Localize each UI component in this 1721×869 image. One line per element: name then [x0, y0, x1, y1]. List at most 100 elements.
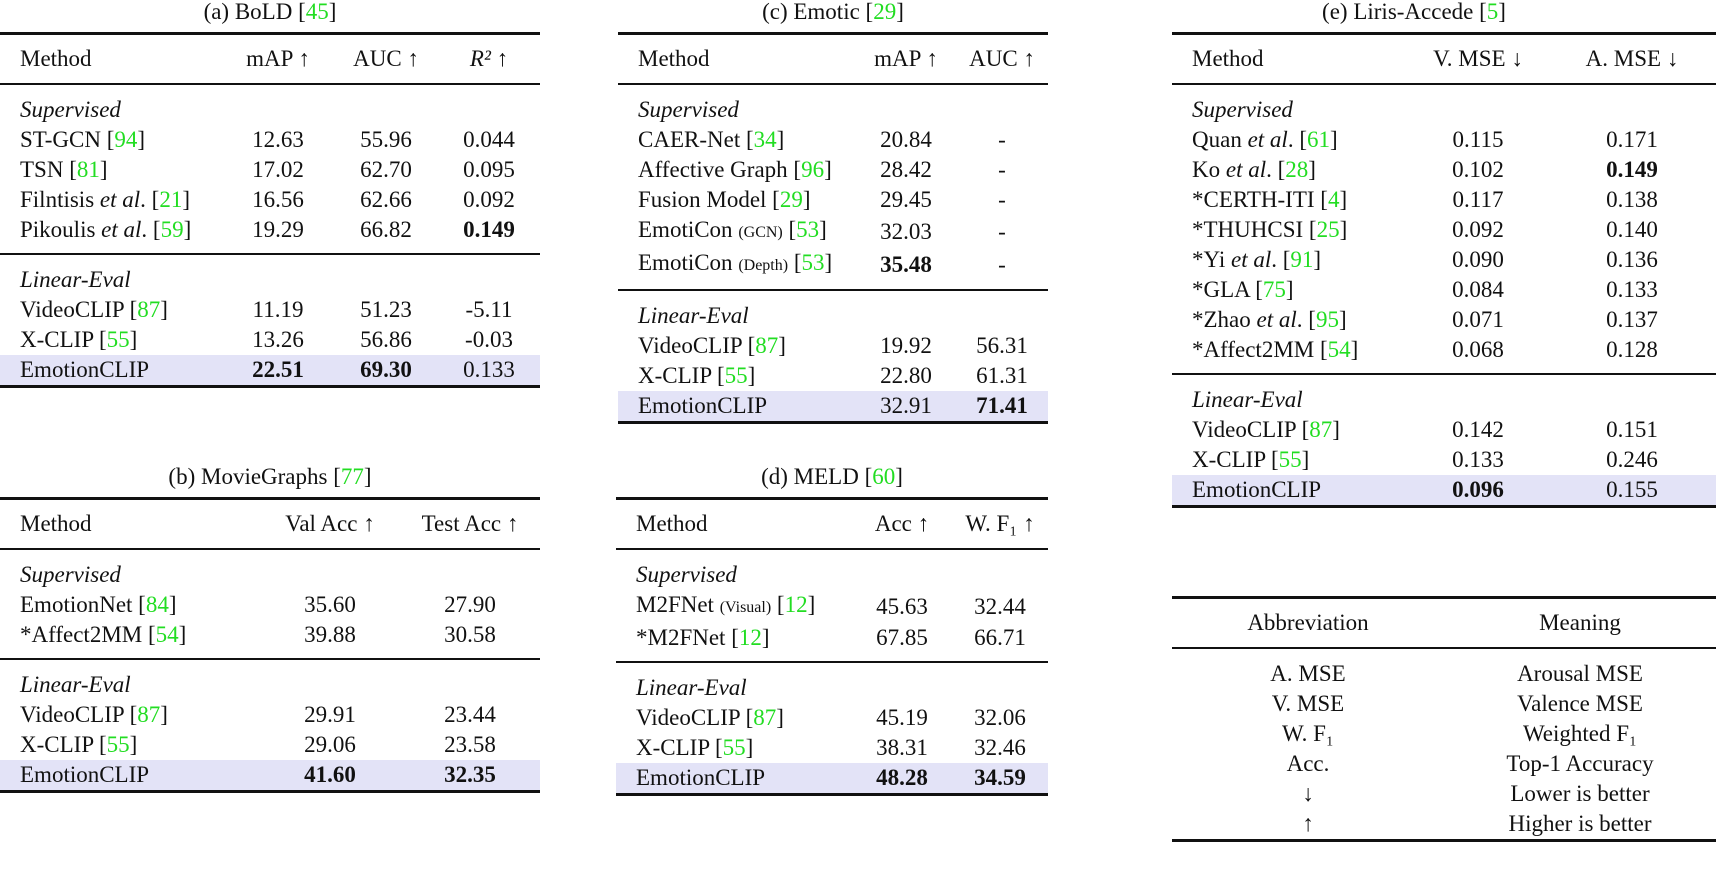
- citation-link[interactable]: 5: [1486, 0, 1499, 24]
- column-header: Acc ↑: [874, 511, 930, 536]
- citation-link[interactable]: 87: [137, 297, 161, 322]
- table-caption: (b) MovieGraphs [77]: [168, 464, 372, 489]
- column-header: Method: [638, 46, 710, 71]
- best-value: 35.48: [880, 251, 932, 277]
- column-header: W. F₁ ↑: [965, 511, 1035, 536]
- citation-link[interactable]: 29: [779, 187, 803, 212]
- down-arrow-icon: ↓: [1302, 781, 1314, 806]
- table-liris-accede: (e) Liris-Accede [5] Method V. MSE ↓ A. …: [1172, 0, 1716, 508]
- highlighted-row: EmotionCLIP 22.51 69.30 0.133: [0, 355, 540, 387]
- column-header: Method: [636, 511, 708, 536]
- section-label: Supervised: [20, 97, 121, 122]
- table-row: VideoCLIP [87] 11.19 51.23 -5.11: [20, 297, 513, 322]
- best-value: 0.149: [1606, 157, 1658, 182]
- citation-link[interactable]: 60: [872, 464, 896, 489]
- column-header: AUC ↑: [353, 46, 419, 71]
- highlighted-row: EmotionCLIP 48.28 34.59: [616, 763, 1048, 795]
- section-label: Linear-Eval: [636, 675, 747, 700]
- citation-link[interactable]: 53: [796, 217, 820, 242]
- citation-link[interactable]: 45: [305, 0, 329, 24]
- citation-link[interactable]: 91: [1290, 247, 1314, 272]
- table-row: *Affect2MM [54] 0.068 0.128: [1192, 337, 1658, 362]
- column-header: Abbreviation: [1247, 610, 1369, 635]
- citation-link[interactable]: 87: [1309, 417, 1333, 442]
- citation-link[interactable]: 55: [1278, 447, 1302, 472]
- citation-link[interactable]: 54: [1327, 337, 1351, 362]
- legend-row: A. MSE Arousal MSE: [1270, 661, 1643, 686]
- citation-link[interactable]: 28: [1285, 157, 1309, 182]
- table-row: *CERTH-ITI [4] 0.117 0.138: [1192, 187, 1658, 212]
- header-row: Method mAP ↑ AUC ↑ R² ↑: [0, 33, 540, 84]
- section-label: Linear-Eval: [1192, 387, 1303, 412]
- legend-row: W. F₁ Weighted F₁: [1282, 721, 1638, 746]
- citation-link[interactable]: 61: [1307, 127, 1330, 152]
- column-header: Method: [1192, 46, 1264, 71]
- table-row: X-CLIP [55] 13.26 56.86 -0.03: [20, 327, 513, 352]
- citation-link[interactable]: 4: [1327, 187, 1340, 212]
- citation-link[interactable]: 87: [755, 333, 779, 358]
- table-row: VideoCLIP [87] 0.142 0.151: [1192, 417, 1658, 442]
- citation-link[interactable]: 77: [340, 464, 364, 489]
- citation-link[interactable]: 55: [106, 327, 130, 352]
- citation-link[interactable]: 87: [753, 705, 777, 730]
- citation-link[interactable]: 55: [106, 732, 130, 757]
- best-value: 34.59: [952, 763, 1048, 795]
- table-row: *GLA [75] 0.084 0.133: [1192, 277, 1658, 302]
- legend-row: ↓ Lower is better: [1172, 779, 1716, 809]
- table-meld: (d) MELD [60] Method Acc ↑ W. F₁ ↑ Super…: [616, 465, 1048, 796]
- section-label: Supervised: [1192, 97, 1293, 122]
- table-row: ST-GCN [94] 12.63 55.96 0.044: [20, 127, 515, 152]
- citation-link[interactable]: 12: [738, 625, 762, 650]
- citation-link[interactable]: 55: [724, 363, 748, 388]
- citation-link[interactable]: 75: [1262, 277, 1286, 302]
- table-moviegraphs: (b) MovieGraphs [77] Method Val Acc ↑ Te…: [0, 465, 540, 793]
- section-label: Linear-Eval: [20, 267, 131, 292]
- table-row: X-CLIP [55] 29.06 23.58: [20, 732, 496, 757]
- citation-link[interactable]: 81: [76, 157, 100, 182]
- header-row: Abbreviation Meaning: [1172, 597, 1716, 648]
- best-value: 0.096: [1408, 475, 1548, 507]
- citation-link[interactable]: 34: [753, 127, 777, 152]
- legend-row: V. MSE Valence MSE: [1271, 691, 1643, 716]
- best-value: 32.35: [400, 760, 540, 792]
- table-row: CAER-Net [34] 20.84 -: [638, 127, 1006, 152]
- best-value: 0.149: [463, 217, 515, 242]
- table-row: EmotiCon (GCN) [53] 32.03 -: [638, 217, 1006, 244]
- legend-row: Acc. Top-1 Accuracy: [1286, 751, 1654, 776]
- citation-link[interactable]: 87: [137, 702, 161, 727]
- column-header: Meaning: [1539, 610, 1621, 635]
- column-header: Method: [20, 46, 92, 71]
- table-row: X-CLIP [55] 38.31 32.46: [636, 735, 1026, 760]
- citation-link[interactable]: 95: [1315, 307, 1339, 332]
- citation-link[interactable]: 55: [722, 735, 746, 760]
- citation-link[interactable]: 29: [873, 0, 897, 24]
- column-header: mAP ↑: [246, 46, 310, 71]
- table-row: Pikoulis et al. [59] 19.29 66.82 0.149: [0, 215, 540, 245]
- up-arrow-icon: ↑: [1302, 811, 1314, 836]
- column-header: V. MSE ↓: [1433, 46, 1523, 71]
- best-value: 41.60: [260, 760, 400, 792]
- section-label: Supervised: [638, 97, 739, 122]
- table-row: Filntisis et al. [21] 16.56 62.66 0.092: [20, 187, 515, 212]
- citation-link[interactable]: 96: [801, 157, 825, 182]
- citation-link[interactable]: 59: [160, 217, 184, 242]
- column-header: R² ↑: [469, 46, 509, 71]
- citation-link[interactable]: 53: [801, 250, 825, 275]
- citation-link[interactable]: 54: [155, 622, 179, 647]
- header-row: Method Val Acc ↑ Test Acc ↑: [0, 498, 540, 549]
- citation-link[interactable]: 84: [145, 592, 169, 617]
- citation-link[interactable]: 12: [784, 592, 808, 617]
- table-row: EmotionNet [84] 35.60 27.90: [20, 592, 496, 617]
- best-value: 48.28: [852, 763, 952, 795]
- column-header: Method: [20, 511, 92, 536]
- citation-link[interactable]: 25: [1316, 217, 1340, 242]
- table-row: TSN [81] 17.02 62.70 0.095: [20, 157, 515, 182]
- table-row: Quan et al. [61] 0.115 0.171: [1192, 127, 1658, 152]
- table-row: X-CLIP [55] 0.133 0.246: [1192, 447, 1658, 472]
- table-row: VideoCLIP [87] 19.92 56.31: [638, 333, 1028, 358]
- citation-link[interactable]: 21: [159, 187, 183, 212]
- citation-link[interactable]: 94: [114, 127, 138, 152]
- table-row: Fusion Model [29] 29.45 -: [638, 187, 1006, 212]
- column-header: Test Acc ↑: [421, 511, 519, 536]
- best-value: 22.51: [222, 355, 334, 387]
